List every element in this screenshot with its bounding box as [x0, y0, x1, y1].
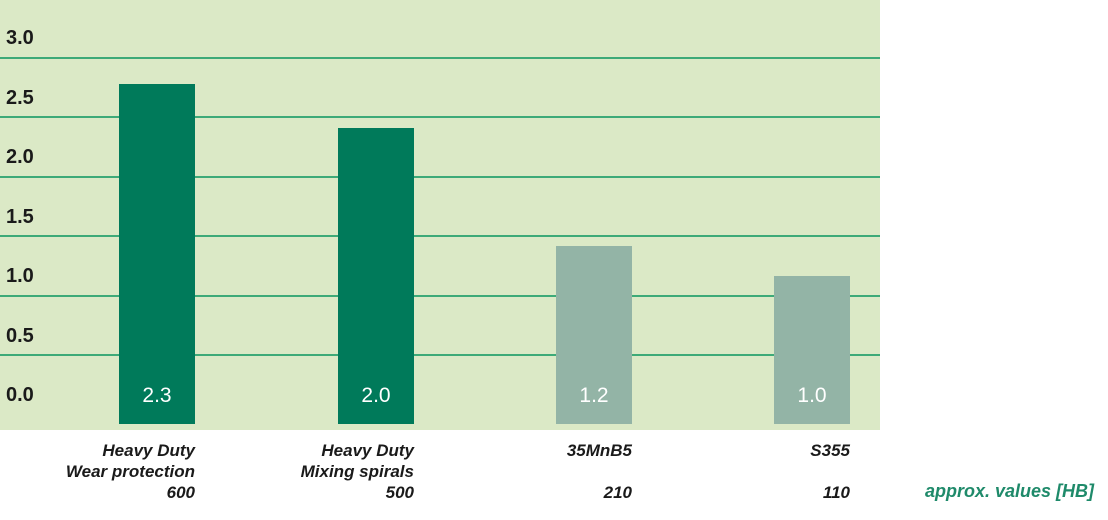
gridline: [0, 56, 880, 59]
gridline: [0, 235, 880, 237]
bar-value-label: 1.0: [797, 384, 827, 407]
category-label-line: 600: [166, 483, 195, 502]
chart-plot-area: 0.0 0.5 1.0 1.5 2.0 2.5 3.0 2.3 2.0 1.2 1.0: [0, 0, 880, 430]
bar-value-label: 2.3: [142, 384, 172, 407]
bar: [774, 276, 850, 424]
category-label-line: 35MnB5: [566, 441, 632, 460]
y-tick-label: 2.0: [6, 146, 34, 168]
category-label: 35MnB5 210: [392, 440, 632, 503]
y-tick-label: 1.5: [6, 205, 34, 228]
y-tick-label: 3.0: [6, 27, 34, 49]
y-tick-label: 2.5: [6, 86, 34, 109]
category-label-line: [610, 461, 850, 482]
y-tick-label: 0.0: [6, 384, 34, 406]
category-label-line: 210: [603, 483, 632, 502]
category-label-line: Heavy Duty: [102, 441, 195, 460]
category-label-line: Wear protection: [65, 462, 195, 481]
gridline: [0, 175, 880, 178]
y-tick-label: 0.5: [6, 324, 34, 347]
category-label-line: S355: [810, 441, 850, 460]
bar-value-label: 1.2: [579, 384, 609, 407]
category-label-line: [392, 461, 632, 482]
bar-value-label: 2.0: [361, 384, 391, 407]
bar: [119, 83, 195, 424]
category-label-line: Heavy Duty: [321, 441, 414, 460]
gridline: [0, 116, 880, 118]
category-label: Heavy Duty Mixing spirals 500: [174, 440, 414, 503]
bar: [338, 128, 414, 424]
category-label-line: 110: [822, 483, 850, 502]
category-label: Heavy Duty Wear protection 600: [0, 440, 195, 503]
y-tick-label: 1.0: [6, 265, 34, 287]
category-label: S355 110: [610, 440, 850, 503]
category-label-line: Mixing spirals: [300, 462, 414, 481]
unit-note: approx. values [HB]: [924, 481, 1094, 501]
gridline: [0, 354, 880, 356]
category-label-line: 500: [385, 483, 414, 502]
gridline: [0, 294, 880, 297]
bar: [556, 246, 632, 424]
